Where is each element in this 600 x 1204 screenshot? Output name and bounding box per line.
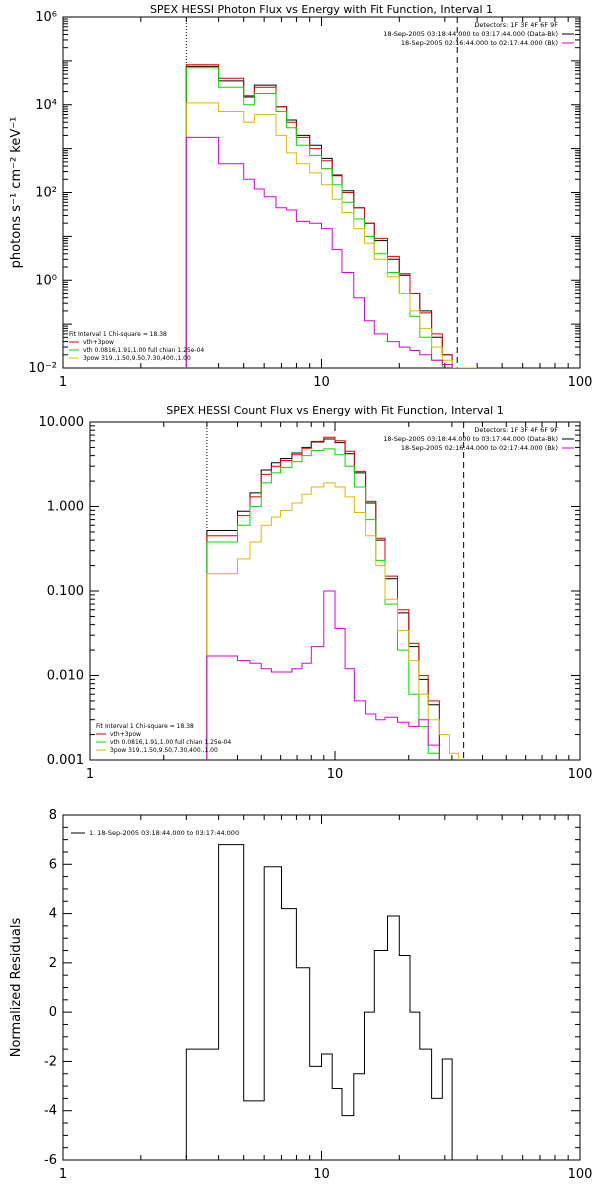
legend-entry: Detectors: 1F 3F 4F 6F 9F (474, 426, 558, 434)
y-tick-label: 10² (35, 186, 57, 201)
legend-entry: 18-Sep-2005 02:16:44.000 to 02:17:44.000… (401, 444, 558, 452)
legend-entry: 3pow 319.,1.50,9.50,7.30,400.,1.00 (110, 747, 218, 754)
y-tick-label: 10⁰ (35, 273, 57, 288)
legend-entry: vth 0.0816,1.91,1.00 full chian 1.25e-04 (83, 347, 204, 354)
y-tick-label: 10.000 (39, 415, 85, 430)
legend-entry: 18-Sep-2005 03:18:44.000 to 03:17:44.000… (383, 435, 558, 443)
y-tick-label: 0.001 (47, 753, 84, 768)
x-tick-label: 10 (327, 767, 344, 782)
legend-entry: 18-Sep-2005 03:18:44.000 to 03:17:44.000… (383, 30, 558, 38)
series-line (185, 64, 453, 368)
legend-entry: 18-Sep-2005 02:16:44.000 to 02:17:44.000… (401, 39, 558, 47)
x-tick-label: 100 (568, 767, 593, 782)
series-line (206, 438, 440, 760)
plot-frame (62, 16, 581, 369)
chart-panel-2: SPEX HESSI Count Flux vs Energy with Fit… (39, 404, 593, 782)
series-line (185, 67, 443, 368)
y-tick-label: 2 (49, 956, 57, 971)
series-line (206, 482, 460, 760)
legend-entry: Fit Interval 1 Chi-square = 18.38 (69, 331, 167, 338)
series-group (185, 844, 459, 1160)
x-tick-label: 10 (313, 1167, 330, 1182)
y-tick-label: 10⁴ (35, 98, 57, 113)
legend-entry: Fit Interval 1 Chi-square = 18.38 (96, 723, 194, 730)
x-tick-label: 1 (86, 767, 94, 782)
y-tick-label: 1.000 (47, 500, 84, 515)
y-tick-label: 4 (49, 907, 57, 922)
x-tick-label: 1 (59, 375, 67, 390)
series-line (185, 136, 453, 368)
legend-entry: vth 0.0816,1.91,1.00 full chian 1.25e-04 (110, 739, 231, 746)
y-axis-label: photons s⁻¹ cm⁻² keV⁻¹ (9, 117, 24, 269)
y-tick-label: 8 (49, 808, 57, 823)
series-group (206, 436, 460, 760)
y-tick-label: 0.010 (47, 669, 84, 684)
x-tick-label: 100 (568, 1167, 593, 1182)
series-line (206, 448, 440, 760)
chart-title: SPEX HESSI Count Flux vs Energy with Fit… (166, 404, 503, 417)
y-tick-label: -6 (44, 1153, 57, 1168)
y-tick-label: -2 (44, 1054, 57, 1069)
x-tick-label: 100 (568, 375, 593, 390)
chart-panel-3: 1 10 100 -6 -4 -2 0 2 4 6 8 Normalized Residuals 1. … (9, 808, 592, 1182)
y-tick-label: -4 (44, 1104, 57, 1119)
x-tick-label: 10 (313, 375, 330, 390)
series-line (206, 436, 440, 760)
series-line (185, 844, 459, 1160)
y-tick-label: 0 (49, 1005, 57, 1020)
legend-entry: 3pow 319.,1.50,9.50,7.30,400.,1.00 (83, 355, 191, 362)
legend-entry: vth+3pow (83, 339, 114, 346)
chart-title: SPEX HESSI Photon Flux vs Energy with Fi… (150, 3, 493, 16)
y-tick-label: 0.100 (47, 584, 84, 599)
plot-frame (62, 814, 581, 1161)
series-line (206, 590, 440, 760)
series-group (185, 64, 478, 368)
x-tick-label: 1 (59, 1167, 67, 1182)
chart-panel-1: SPEX HESSI Photon Flux vs Energy with Fi… (9, 3, 592, 390)
legend-entry: vth+3pow (110, 731, 141, 738)
series-line (185, 102, 478, 368)
y-tick-label: 6 (49, 857, 57, 872)
y-tick-label: 10⁶ (35, 10, 57, 25)
y-axis-label: Normalized Residuals (9, 918, 24, 1058)
legend-entry: 1. 18-Sep-2005 03:18:44.000 to 03:17:44.… (89, 829, 239, 837)
y-tick-label: 10⁻² (28, 361, 57, 376)
legend-entry: Detectors: 1F 3F 4F 6F 9F (474, 21, 558, 29)
